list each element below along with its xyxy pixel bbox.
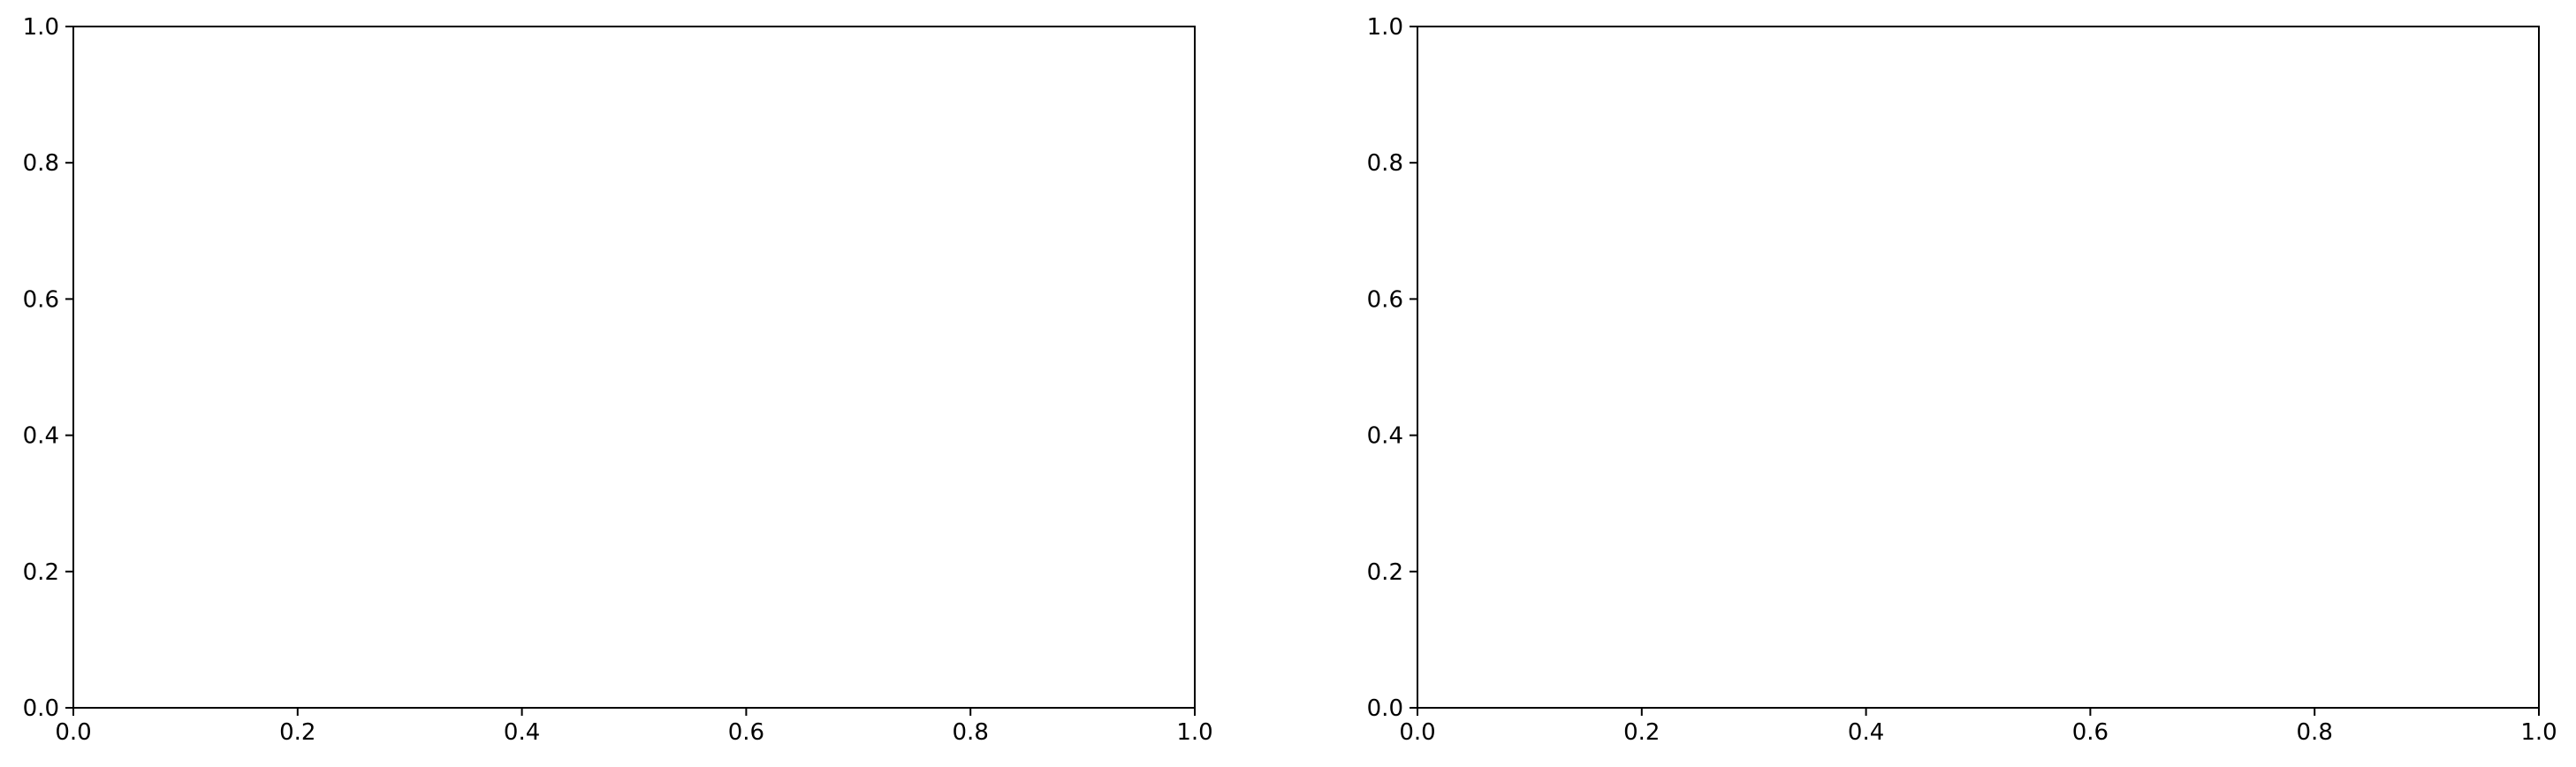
right-y-tick-label: 0.0 bbox=[1367, 695, 1403, 722]
left-axes: 0.0 0.2 0.4 0.6 0.8 1.0 0.0 0.2 0.4 0.6 0.8 1.0 bbox=[23, 14, 1213, 746]
left-x-tick-label: 0.2 bbox=[279, 719, 315, 746]
left-y-tick-label: 0.2 bbox=[23, 559, 59, 586]
right-x-tick-label: 0.4 bbox=[1848, 719, 1884, 746]
right-y-tick-label: 0.2 bbox=[1367, 559, 1403, 586]
right-y-tick-label: 1.0 bbox=[1367, 14, 1403, 41]
left-x-tick-label: 0.4 bbox=[504, 719, 540, 746]
left-y-tick-label: 0.8 bbox=[23, 150, 59, 177]
right-x-tick-label: 0.2 bbox=[1623, 719, 1660, 746]
left-y-tick-label: 1.0 bbox=[23, 14, 59, 41]
left-axes-frame bbox=[72, 26, 1196, 709]
right-x-tick-label: 1.0 bbox=[2520, 719, 2557, 746]
right-x-tick-label: 0.0 bbox=[1399, 719, 1435, 746]
right-x-tick-label: 0.8 bbox=[2297, 719, 2333, 746]
left-x-tick-label: 0.8 bbox=[953, 719, 989, 746]
left-x-tick-label: 0.0 bbox=[55, 719, 91, 746]
right-y-tick-label: 0.4 bbox=[1367, 423, 1403, 450]
left-x-tick-label: 1.0 bbox=[1176, 719, 1212, 746]
left-y-tick-label: 0.0 bbox=[23, 695, 59, 722]
right-axes: 0.0 0.2 0.4 0.6 0.8 1.0 0.0 0.2 0.4 0.6 0.8 1.0 bbox=[1367, 14, 2557, 746]
left-y-tick-label: 0.4 bbox=[23, 423, 59, 450]
left-x-tick-label: 0.6 bbox=[728, 719, 764, 746]
left-y-tick-label: 0.6 bbox=[23, 286, 59, 313]
right-axes-frame bbox=[1417, 26, 2540, 709]
right-y-tick-label: 0.6 bbox=[1367, 286, 1403, 313]
right-y-tick-label: 0.8 bbox=[1367, 150, 1403, 177]
right-x-tick-label: 0.6 bbox=[2072, 719, 2109, 746]
